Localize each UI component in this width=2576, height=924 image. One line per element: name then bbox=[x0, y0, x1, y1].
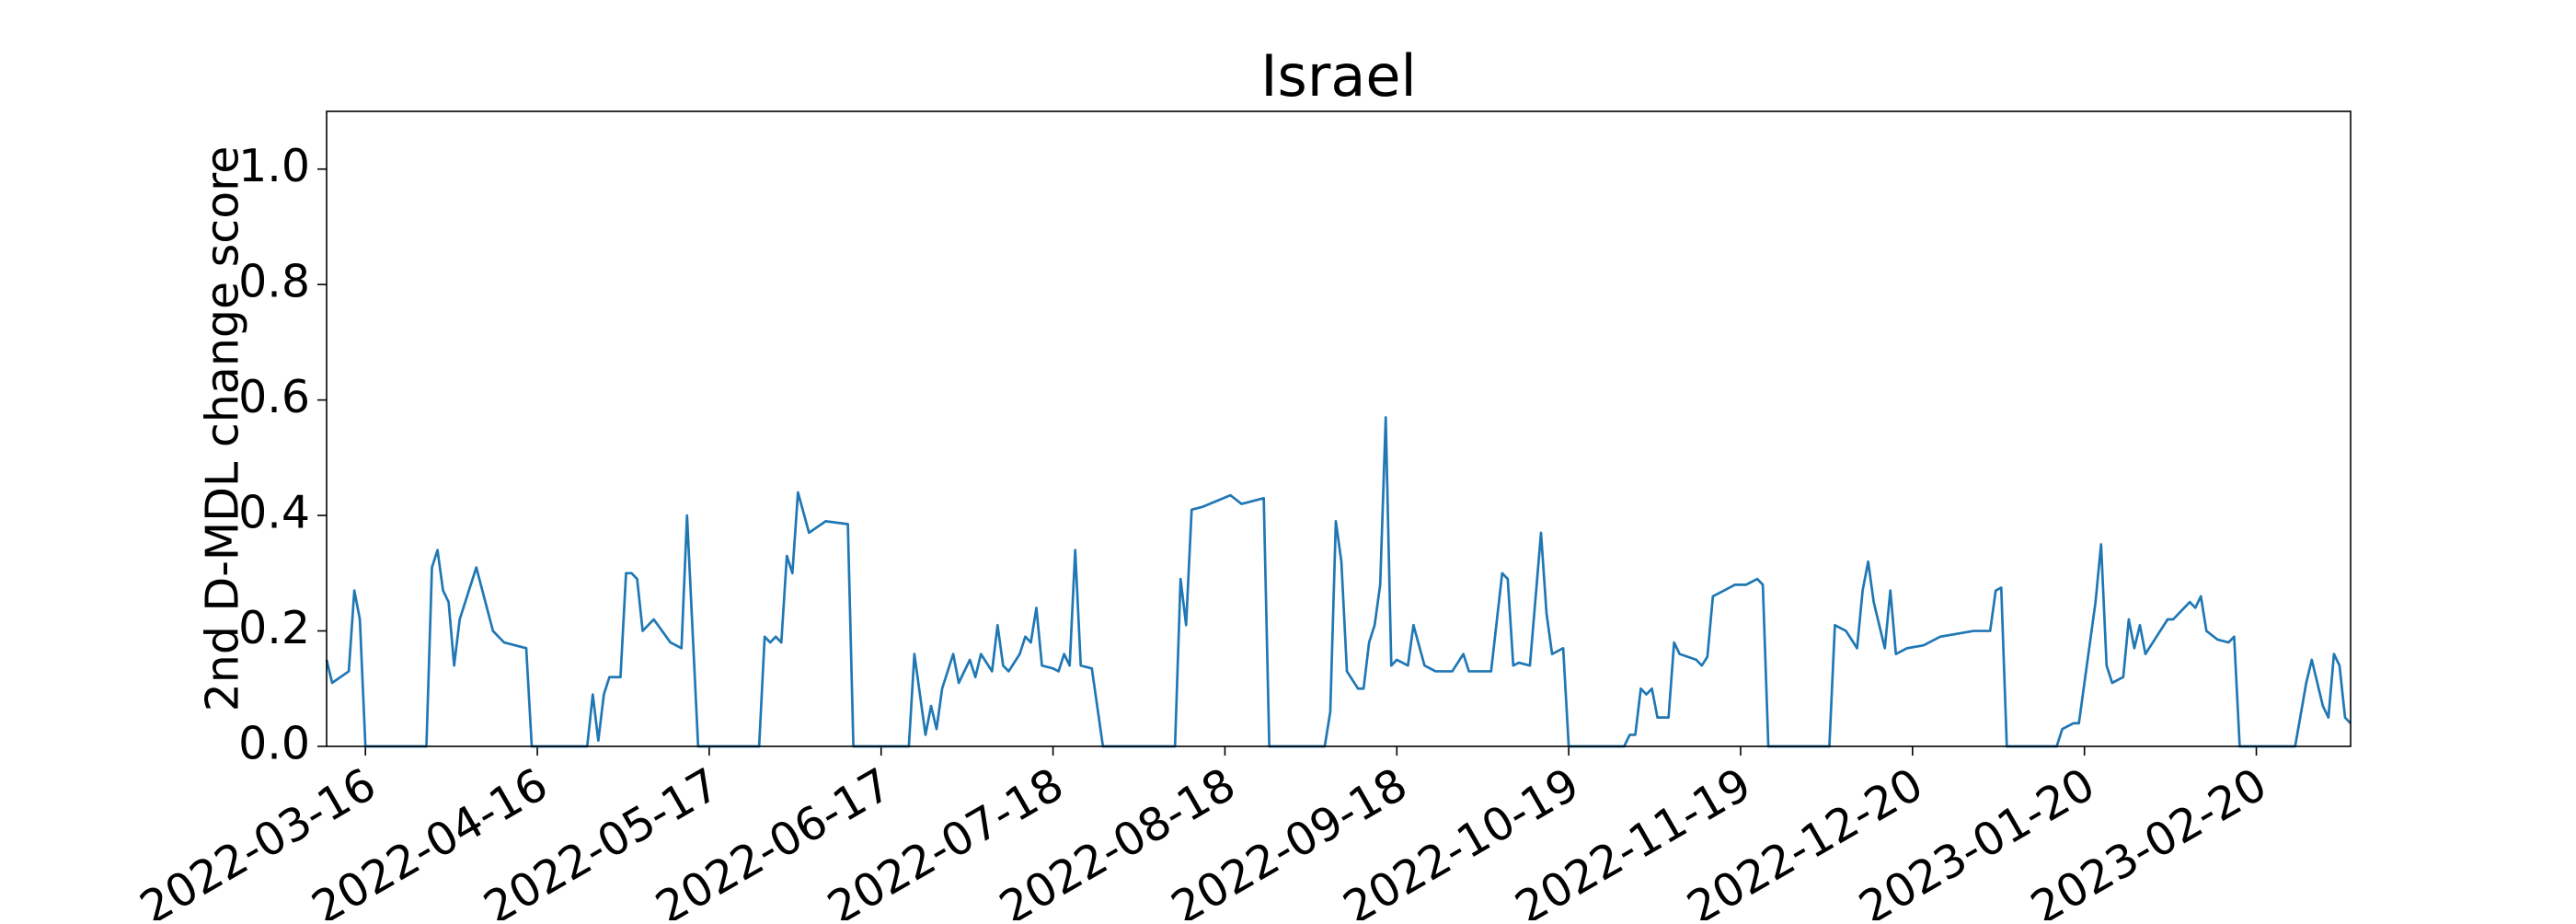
y-tick-label: 0.4 bbox=[238, 487, 310, 539]
y-axis-label: 2nd D-MDL change score bbox=[197, 146, 249, 712]
plot-frame bbox=[326, 110, 2352, 747]
data-line bbox=[325, 416, 2352, 748]
y-tick-label: 0.2 bbox=[238, 602, 310, 654]
y-tick-label: 1.0 bbox=[238, 140, 310, 192]
y-tick-label: 0.6 bbox=[238, 371, 310, 423]
y-tick-label: 0.8 bbox=[238, 256, 310, 308]
chart-title: Israel bbox=[1260, 42, 1416, 110]
y-tick-label: 0.0 bbox=[238, 718, 310, 770]
